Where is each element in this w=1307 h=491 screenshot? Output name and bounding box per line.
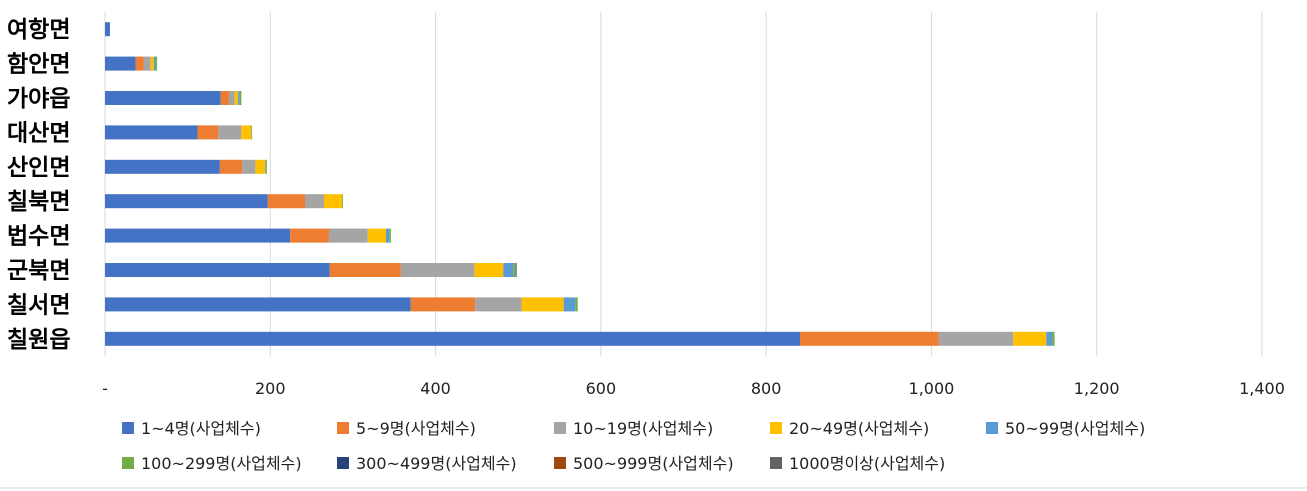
bar-segment <box>800 331 939 346</box>
bar-segment <box>105 91 221 105</box>
bar-segment <box>304 194 325 209</box>
bar-segment <box>219 159 243 174</box>
x-tick-label: 400 <box>420 379 451 398</box>
legend-label: 5~9명(사업체수) <box>356 419 476 438</box>
x-tick-label: 200 <box>255 379 286 398</box>
legend-label: 1~4명(사업체수) <box>141 419 261 438</box>
bar-segment <box>105 297 411 312</box>
bar-segment <box>239 91 242 105</box>
bar-segment <box>328 228 368 243</box>
category-label: 가야읍 <box>7 86 70 112</box>
bar-segment <box>290 228 329 243</box>
legend-label: 500~999명(사업체수) <box>573 454 734 473</box>
bar-segment <box>563 297 576 312</box>
x-tick-label: - <box>102 379 108 398</box>
category-label: 칠원읍 <box>7 327 70 353</box>
bar-segment <box>238 91 240 105</box>
bar-segment <box>513 263 516 277</box>
legend-swatch <box>554 422 566 434</box>
bar-segment <box>385 228 390 243</box>
category-label: 대산면 <box>7 120 70 146</box>
bar-segment <box>143 56 151 71</box>
category-label: 칠북면 <box>7 189 70 215</box>
gridlines <box>104 12 1263 356</box>
legend-label: 10~19명(사업체수) <box>573 419 713 438</box>
category-label: 법수면 <box>7 224 70 250</box>
bar-segment <box>575 297 578 312</box>
bar-segment <box>153 56 156 71</box>
legend-swatch <box>770 422 782 434</box>
legend-label: 20~49명(사업체수) <box>789 419 929 438</box>
bar-segment <box>1046 331 1053 346</box>
bar-segment <box>197 125 219 140</box>
bar-segment <box>389 228 391 243</box>
bar-segment <box>267 194 305 209</box>
bar-segment <box>265 159 267 174</box>
bar-segment <box>135 56 144 71</box>
bar-segment <box>105 159 220 174</box>
bar-segment <box>367 228 386 243</box>
x-tick-label: 1,400 <box>1239 379 1285 398</box>
bars <box>105 22 1055 346</box>
legend-label: 1000명이상(사업체수) <box>789 454 945 473</box>
legend-swatch <box>986 422 998 434</box>
bar-segment <box>105 194 268 209</box>
x-axis-tick-labels: - 200 400 600 800 1,000 1,200 1,400 <box>102 379 1285 398</box>
category-label: 산인면 <box>7 155 70 181</box>
bar-segment <box>105 56 136 71</box>
bar-segment <box>400 263 475 277</box>
bar-segment <box>105 125 198 140</box>
bar-segment <box>234 91 239 105</box>
x-tick-label: 1,200 <box>1074 379 1120 398</box>
bar-segment <box>521 297 564 312</box>
legend: 1~4명(사업체수) 5~9명(사업체수) 10~19명(사업체수) 20~49명(사… <box>122 419 1145 473</box>
category-label: 여항면 <box>7 17 70 43</box>
legend-swatch <box>337 457 349 469</box>
legend-swatch <box>554 457 566 469</box>
bar-segment <box>410 297 476 312</box>
bar-segment <box>342 194 344 209</box>
x-tick-label: 1,000 <box>909 379 955 398</box>
bar-segment <box>105 228 291 243</box>
bar-segment <box>155 56 158 71</box>
bar-segment <box>220 91 229 105</box>
legend-label: 50~99명(사업체수) <box>1005 419 1145 438</box>
category-label: 함안면 <box>7 52 70 78</box>
bar-segment <box>105 331 801 346</box>
x-tick-label: 800 <box>751 379 782 398</box>
bar-segment <box>938 331 1014 346</box>
bar-segment <box>474 263 504 277</box>
bar-segment <box>255 159 266 174</box>
bar-segment <box>105 22 110 37</box>
bar-segment <box>150 56 154 71</box>
bar-segment <box>1013 331 1047 346</box>
bar-segment <box>1052 331 1055 346</box>
legend-label: 300~499명(사업체수) <box>356 454 517 473</box>
legend-swatch <box>337 422 349 434</box>
bar-segment <box>228 91 235 105</box>
legend-label: 100~299명(사업체수) <box>141 454 302 473</box>
bar-segment <box>324 194 343 209</box>
bar-segment <box>218 125 242 140</box>
bar-segment <box>503 263 514 277</box>
bar-segment <box>515 263 517 277</box>
category-label: 칠서면 <box>7 292 70 318</box>
bar-segment <box>105 263 330 277</box>
bar-segment <box>251 125 253 140</box>
legend-swatch <box>122 457 134 469</box>
bar-segment <box>241 125 252 140</box>
bar-segment <box>475 297 522 312</box>
bar-segment <box>329 263 401 277</box>
legend-swatch <box>770 457 782 469</box>
x-tick-label: 600 <box>586 379 617 398</box>
bar-segment <box>266 159 267 174</box>
legend-swatch <box>122 422 134 434</box>
bar-segment <box>242 159 256 174</box>
category-label: 군북면 <box>7 258 70 284</box>
